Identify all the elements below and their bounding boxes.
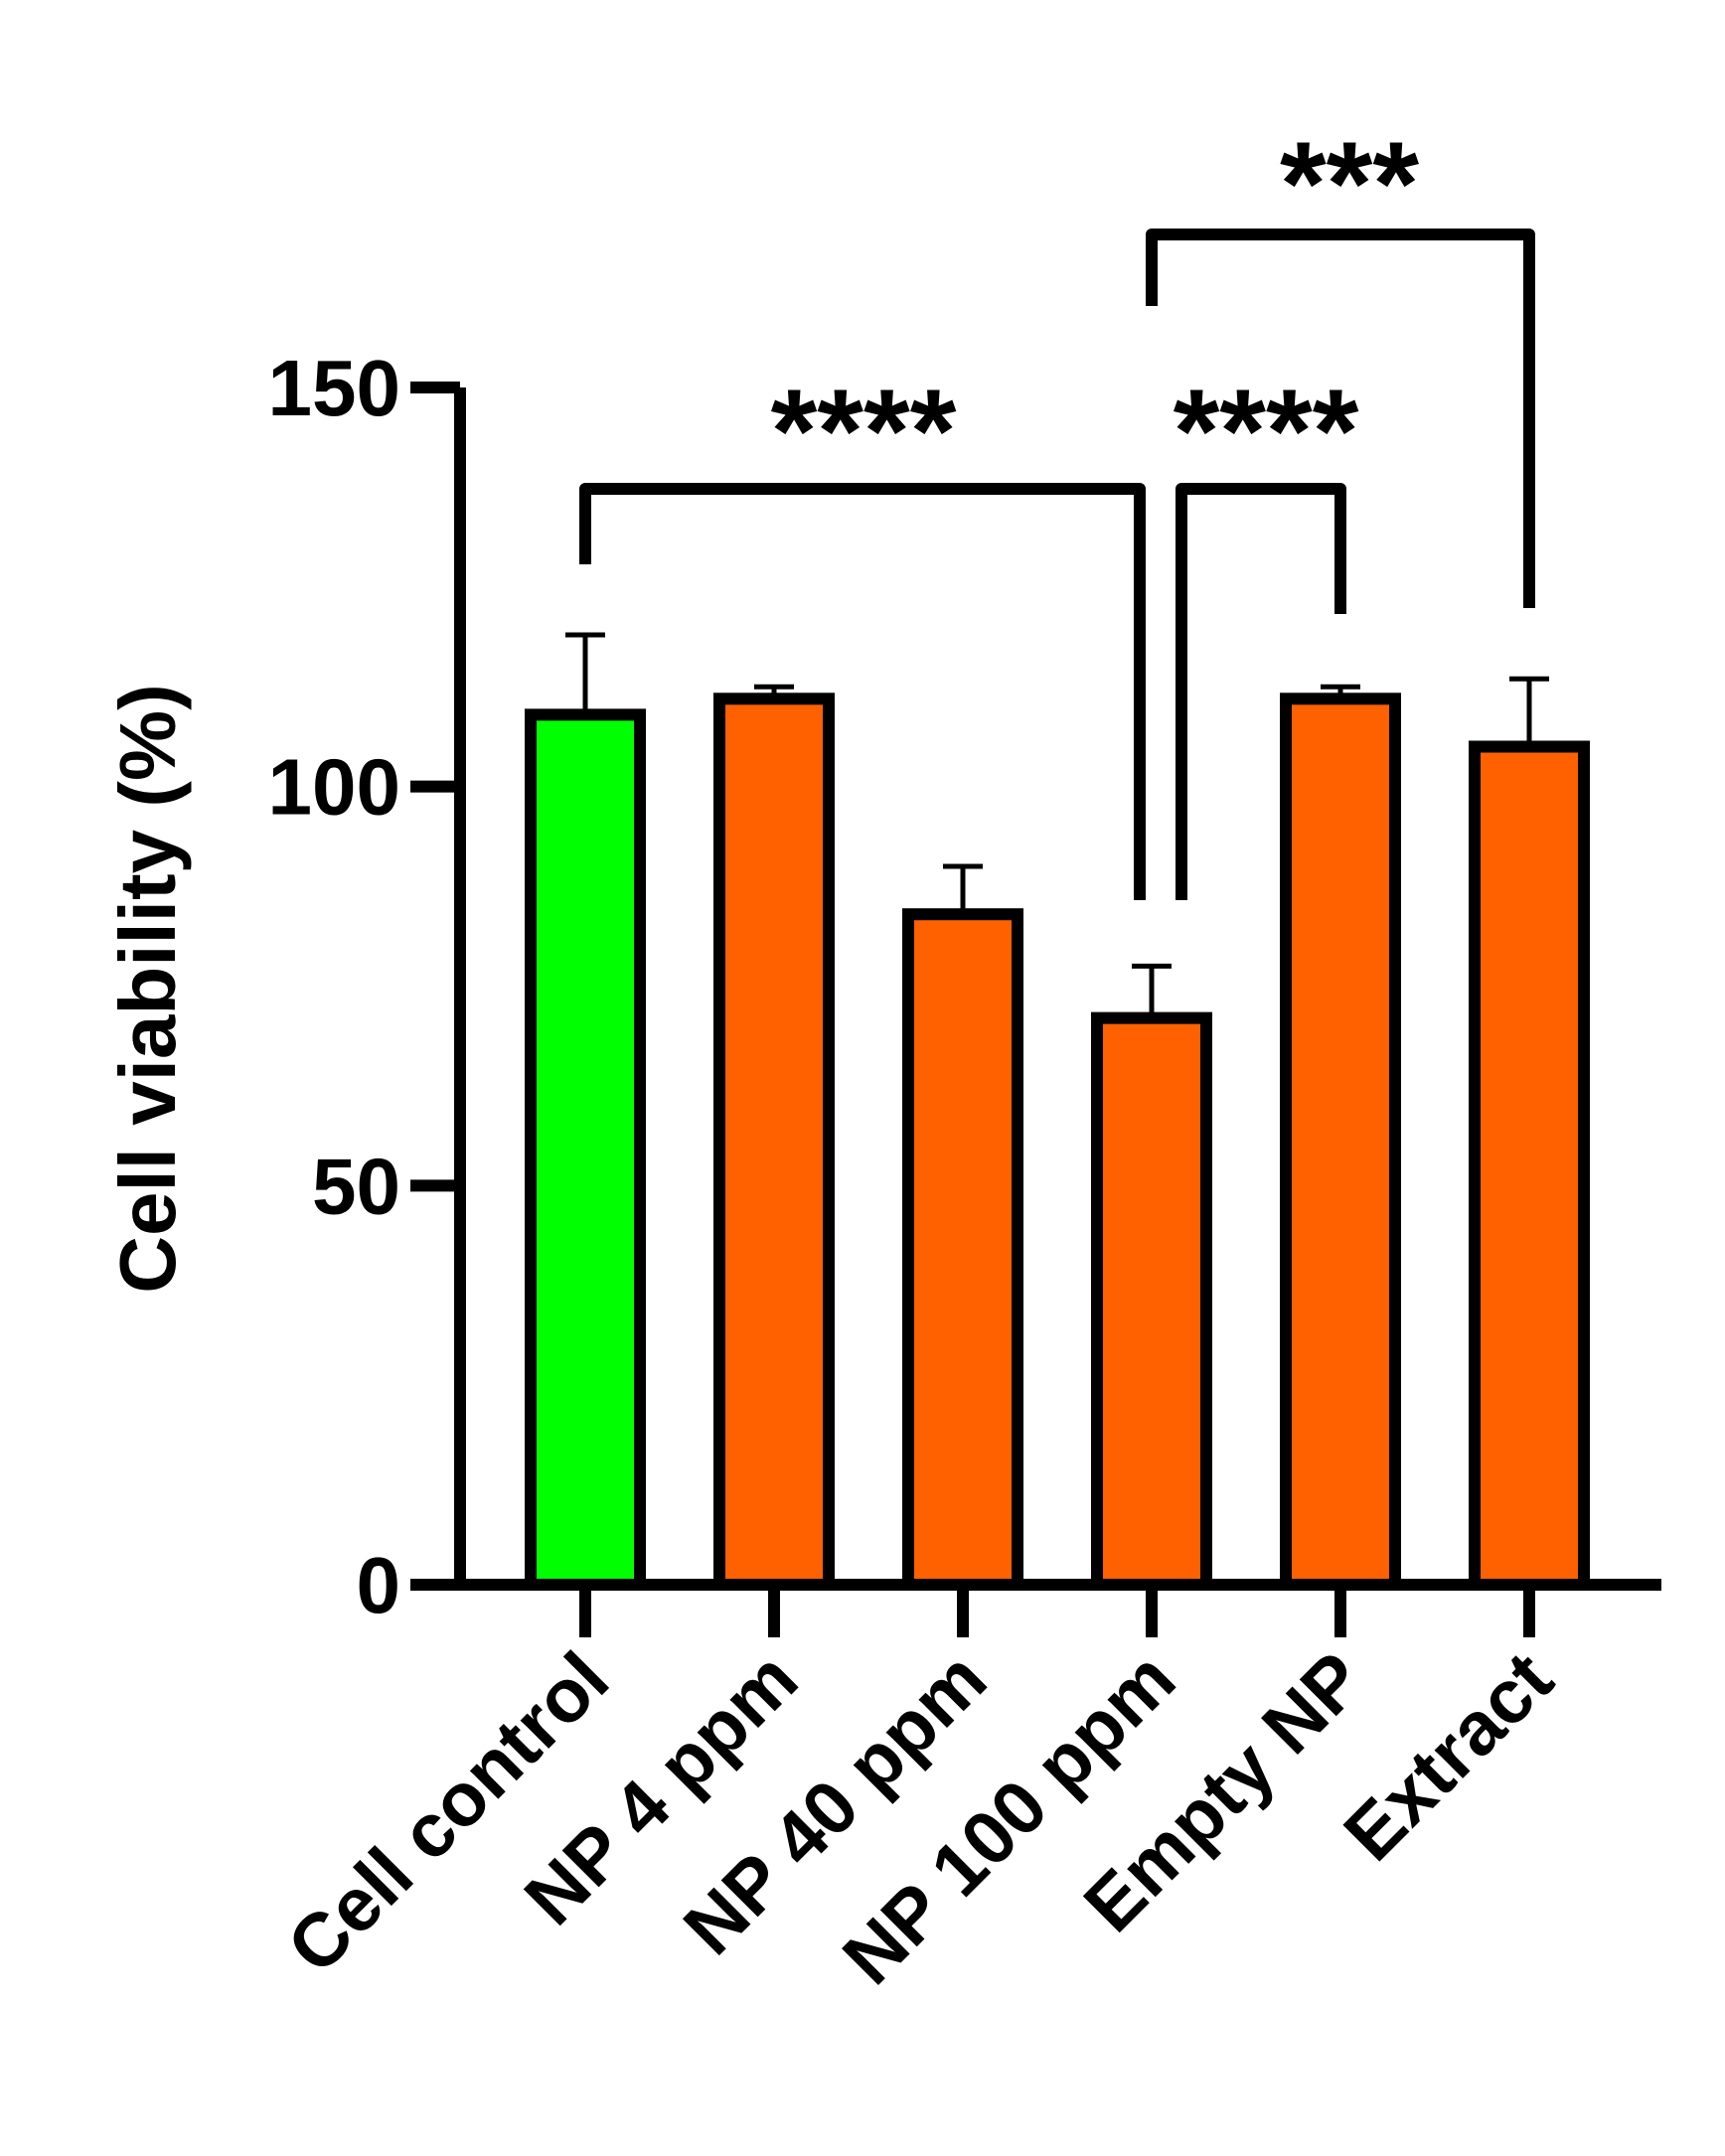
significance-bracket-1	[1176, 483, 1346, 900]
error-bars-group	[565, 632, 1549, 1018]
significance-label-0: ****	[771, 365, 957, 498]
y-tick-label-1: 50	[312, 1142, 400, 1230]
significance-brackets-group	[579, 229, 1535, 900]
y-tick-label-3: 150	[268, 344, 400, 432]
y-tick-label-2: 100	[268, 743, 400, 832]
bar-5	[1469, 740, 1590, 1591]
bar-0	[525, 708, 646, 1591]
y-axis-title: Cell viability (%)	[103, 684, 192, 1293]
axes-group	[410, 382, 1661, 1637]
bar-1	[713, 693, 835, 1591]
significance-bracket-0	[579, 483, 1146, 900]
bar-3	[1091, 1011, 1212, 1591]
significance-label-2: ***	[1280, 117, 1419, 250]
bar-2	[902, 908, 1023, 1591]
significance-bracket-2	[1146, 229, 1535, 608]
significance-label-1: ****	[1174, 365, 1359, 498]
bar-4	[1280, 693, 1401, 1591]
y-tick-label-0: 0	[357, 1541, 401, 1629]
